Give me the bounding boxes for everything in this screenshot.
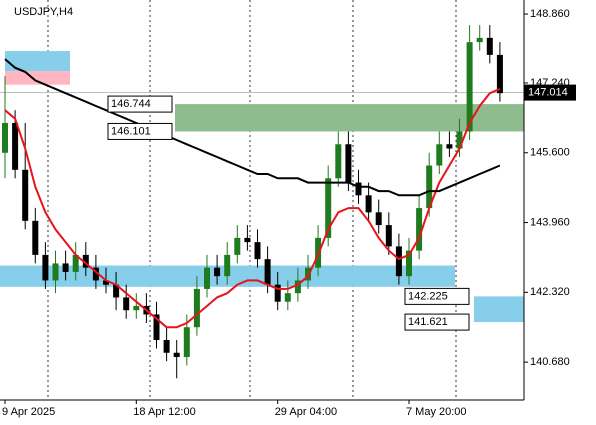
y-tick-label: 143.960 <box>530 216 570 228</box>
candle-body <box>274 284 281 302</box>
candle-body <box>365 195 372 213</box>
candle-body <box>72 254 79 272</box>
zone <box>474 296 524 323</box>
x-tick-label: 7 May 20:00 <box>406 406 467 418</box>
candle-body <box>395 246 402 277</box>
zone <box>5 51 70 72</box>
candle-body <box>436 144 443 166</box>
candle-body <box>193 288 200 328</box>
labels: 148.860147.240145.600143.960142.320140.6… <box>2 8 576 418</box>
y-tick-label: 142.320 <box>530 286 570 298</box>
y-tick-label: 145.600 <box>530 147 570 159</box>
candle-body <box>406 250 412 277</box>
candle-body <box>294 280 301 294</box>
candle-body <box>476 37 483 43</box>
candle-body <box>113 284 120 298</box>
grid <box>47 0 457 400</box>
candle-body <box>416 208 423 251</box>
candle-body <box>335 144 342 179</box>
candle-body <box>244 237 251 243</box>
candle-body <box>82 254 89 268</box>
candle-body <box>204 267 210 289</box>
candle-body <box>103 280 109 285</box>
candle-body <box>163 340 170 353</box>
candle-body <box>12 122 19 170</box>
plot <box>0 25 524 379</box>
candle-body <box>426 165 433 209</box>
x-tick-label: 9 Apr 2025 <box>2 406 55 418</box>
candle-body <box>375 212 382 226</box>
zone <box>175 104 524 132</box>
candle-body <box>446 144 453 149</box>
zone-label-box <box>404 287 470 305</box>
candle-body <box>133 305 140 311</box>
zone <box>5 71 70 85</box>
current-price-label: 147.014 <box>528 87 568 99</box>
candle-body <box>22 169 29 221</box>
y-tick-label: 140.680 <box>530 356 570 368</box>
zone-label: 142.225 <box>408 290 448 302</box>
zone-label: 146.101 <box>111 125 151 137</box>
current-price-box <box>524 84 576 101</box>
candle-body <box>325 178 332 238</box>
candle-body <box>214 267 221 277</box>
moving-average <box>4 58 501 197</box>
candle-body <box>284 293 291 302</box>
x-tick-label: 18 Apr 12:00 <box>133 406 195 418</box>
zone-label-box <box>404 313 470 331</box>
candle-body <box>52 263 59 281</box>
zone-label: 146.744 <box>111 98 151 110</box>
candle-body <box>466 42 473 132</box>
candle-body <box>173 352 180 358</box>
candle-body <box>42 254 49 281</box>
candle-body <box>224 254 231 277</box>
candle-body <box>496 54 503 94</box>
candle-body <box>385 225 392 247</box>
zones <box>0 51 524 323</box>
zone-label: 141.621 <box>408 316 448 328</box>
candle-body <box>32 220 39 255</box>
moving-average <box>4 87 501 329</box>
candle-body <box>486 37 493 55</box>
candle-body <box>183 327 190 358</box>
candle-body <box>254 242 261 260</box>
candle-body <box>264 259 271 285</box>
chart-title: USDJPY,H4 <box>14 6 73 18</box>
candle-body <box>123 297 130 311</box>
candle-body <box>2 122 8 153</box>
candle-body <box>234 237 241 255</box>
candle-body <box>62 263 69 272</box>
candle-body <box>153 314 160 340</box>
x-tick-label: 29 Apr 04:00 <box>275 406 337 418</box>
y-tick-label: 148.860 <box>530 8 570 20</box>
candle-body <box>92 267 99 281</box>
candle-body <box>456 131 463 149</box>
zone-label-box <box>107 122 173 140</box>
zone-label-box <box>107 95 173 113</box>
candle-body <box>355 182 362 196</box>
candle-body <box>345 144 352 183</box>
